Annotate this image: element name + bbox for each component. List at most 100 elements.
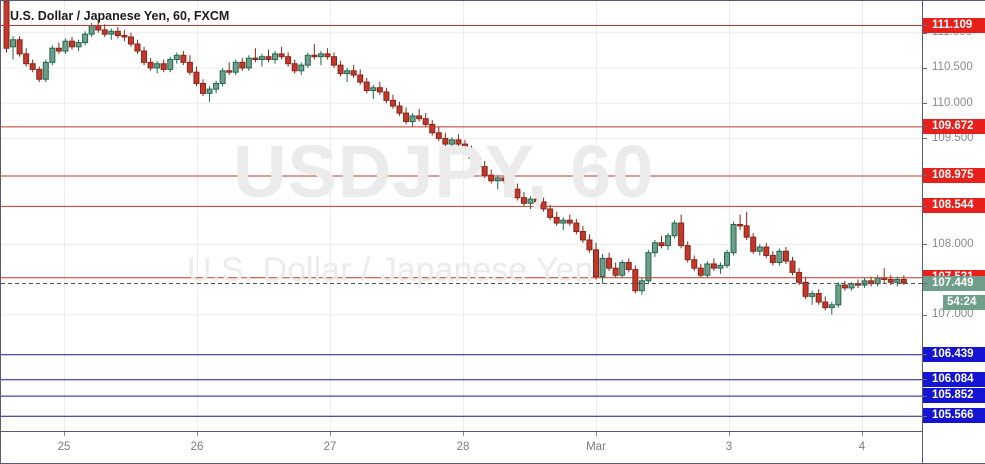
price-axis-tick [923,103,927,105]
axis-corner [922,431,985,463]
candlestick [383,87,390,104]
candlestick [756,244,763,256]
candlestick [350,65,357,78]
candlestick [540,197,547,212]
candlestick [403,107,410,125]
candlestick [874,275,881,287]
candlestick [160,59,167,73]
candlestick [475,152,482,170]
candlestick [900,275,907,286]
price-axis-tick [923,138,927,140]
candlestick [638,278,645,295]
candlestick [36,66,43,83]
candlestick [448,137,455,150]
candlestick [435,127,442,142]
title-color-swatch [4,5,8,27]
time-axis-label: 26 [190,441,204,453]
candlestick [697,263,704,279]
price-axis[interactable]: 111.000110.500110.000109.500108.000107.0… [922,1,985,431]
support-105-852-label[interactable]: 105.852 [923,388,985,404]
candlestick [612,262,619,279]
candlestick [429,120,436,136]
candlestick [579,225,586,243]
time-axis-tick [64,432,65,436]
candlestick [167,56,174,73]
candlestick-canvas [1,1,922,431]
candlestick [462,139,468,154]
candlestick [861,278,868,288]
candlestick [239,58,246,71]
chart-title: U.S. Dollar / Japanese Yen, 60, FXCM [10,9,230,23]
candlestick [586,234,593,253]
candlestick [730,221,737,256]
candlestick [232,59,239,76]
candlestick [252,48,259,63]
candlestick [547,204,554,221]
candlestick [737,214,744,231]
price-gridline-label: 107.000 [932,308,974,321]
time-axis-label: 4 [858,441,866,453]
time-axis-tick [862,432,863,436]
candlestick [141,46,148,66]
candlestick [344,67,351,83]
candlestick [370,84,377,99]
candlestick [894,276,901,287]
candlestick [724,249,730,269]
candlestick [782,247,789,264]
support-106-439-label[interactable]: 106.439 [923,346,985,362]
candlestick [828,302,835,315]
resistance-111-109-label[interactable]: 111.109 [923,17,985,33]
time-axis-label: 3 [725,441,733,453]
bar-countdown-label[interactable]: 54:24 [943,294,985,310]
candlestick [389,94,396,109]
candlestick [665,232,672,250]
candlestick [10,36,17,60]
candlestick [599,254,606,284]
candlestick [501,172,508,184]
candlestick [881,268,888,284]
candlestick [29,59,36,73]
candlestick [180,51,187,66]
price-axis-tick [923,25,927,27]
candlestick [258,53,265,67]
time-axis-label: Mar [586,441,606,453]
bid-price-107-449-label[interactable]: 107.449 [923,275,985,291]
price-gridline-label: 108.000 [932,237,974,250]
resistance-108-544-label[interactable]: 108.544 [923,198,985,214]
chart-plot-area[interactable]: USDJPY, 60 U.S. Dollar / Japanese Yen [1,1,922,431]
candlestick [822,296,829,311]
candlestick [324,48,331,60]
time-axis-tick [729,432,730,436]
candlestick [606,252,613,271]
time-axis-label: 25 [57,441,71,453]
candlestick [763,242,770,259]
time-axis-tick [330,432,331,436]
candlestick [776,248,783,266]
time-axis-label: 27 [323,441,337,453]
candlestick [55,42,62,54]
candlestick [69,36,75,50]
candlestick [298,62,305,76]
candlestick [304,52,311,68]
support-105-566-label[interactable]: 105.566 [923,408,985,424]
time-axis[interactable]: 25 26 27 28 Mar 3 4 [1,431,984,463]
candlestick [173,52,180,64]
resistance-108-975-label[interactable]: 108.975 [923,167,985,183]
candlestick [200,79,206,97]
candlestick [147,58,154,71]
candlestick [422,113,429,128]
candlestick [704,261,711,279]
candlestick [186,55,193,76]
candlestick [645,249,652,284]
support-106-084-label[interactable]: 106.084 [923,371,985,387]
price-axis-tick [923,205,927,207]
price-axis-tick [923,379,927,381]
candlestick [272,51,279,64]
candlestick [285,52,292,67]
candlestick [265,49,272,63]
candlestick [802,276,809,300]
resistance-109-672-label[interactable]: 109.672 [923,118,985,134]
time-axis-tick [197,432,198,436]
candlestick [750,232,757,255]
